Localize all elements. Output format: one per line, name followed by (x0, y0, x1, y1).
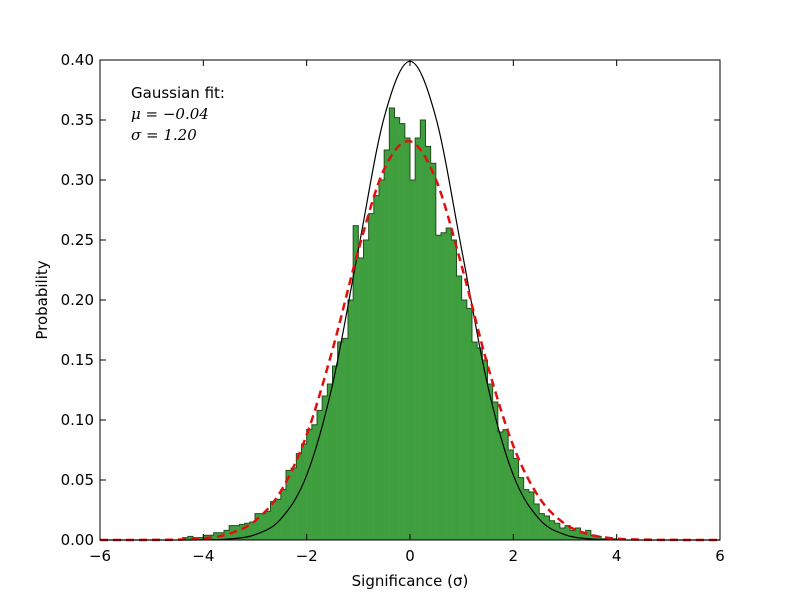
bar (533, 503, 540, 541)
bar (482, 359, 488, 541)
bar (358, 257, 364, 541)
bar (384, 149, 390, 541)
bar (347, 299, 354, 541)
x-axis-label: Significance (σ) (352, 572, 469, 590)
bar (363, 239, 369, 541)
x-tick-label: 4 (612, 547, 622, 565)
bar (327, 383, 333, 541)
y-tick-label: 0.05 (61, 471, 94, 489)
bar (435, 235, 442, 541)
bar (518, 477, 524, 541)
bar (311, 424, 318, 541)
bar (409, 179, 416, 541)
y-tick-label: 0.15 (61, 351, 94, 369)
x-tick-label: 2 (509, 547, 519, 565)
bar (306, 429, 312, 541)
bar (523, 489, 529, 541)
bar (389, 107, 395, 541)
bar (378, 179, 385, 541)
annotation: σ = 1.20 (131, 126, 197, 144)
bar (420, 119, 426, 541)
annotation: μ = −0.04 (131, 105, 209, 123)
bar (332, 365, 338, 541)
y-axis-label: Probability (33, 260, 51, 339)
bar (456, 275, 462, 541)
y-tick-label: 0.10 (61, 411, 94, 429)
x-tick-label: −4 (192, 547, 214, 565)
bar (570, 530, 576, 541)
bar (415, 137, 421, 541)
bar (513, 458, 519, 541)
curve (99, 139, 721, 542)
bar (497, 431, 504, 541)
bar (394, 117, 400, 541)
y-tick-label: 0.30 (61, 171, 94, 189)
y-tick-label: 0.20 (61, 291, 94, 309)
bar (342, 338, 349, 541)
bar (446, 227, 452, 541)
bar (461, 299, 467, 541)
x-tick-label: −6 (89, 547, 111, 565)
bar (270, 501, 276, 541)
bar (373, 195, 380, 541)
bar (440, 232, 447, 541)
bar (430, 163, 436, 541)
y-tick-label: 0.35 (61, 111, 94, 129)
x-tick-label: −2 (296, 547, 318, 565)
y-tick-label: 0.00 (61, 531, 94, 549)
bar (249, 521, 256, 541)
bar (301, 443, 307, 541)
bar (368, 213, 374, 541)
bar (451, 239, 457, 541)
y-tick-label: 0.25 (61, 231, 94, 249)
bar (471, 341, 478, 541)
y-tick-label: 0.40 (61, 51, 94, 69)
bar (265, 511, 271, 541)
bar (260, 513, 266, 541)
x-tick-label: 0 (405, 547, 415, 565)
annotation: Gaussian fit: (131, 84, 225, 102)
x-tick-label: 6 (715, 547, 725, 565)
bar (539, 513, 545, 541)
bar (404, 137, 411, 541)
bar (337, 341, 343, 541)
bar (466, 308, 473, 541)
bar (280, 489, 287, 541)
bar (487, 383, 493, 541)
bar (528, 491, 535, 541)
bar (399, 123, 405, 541)
bar (477, 347, 483, 541)
bar (425, 146, 431, 541)
